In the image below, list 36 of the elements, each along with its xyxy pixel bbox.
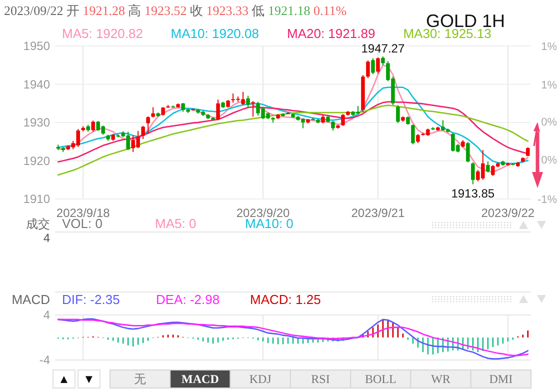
text: 2023/09/22 开 1921.28 高 1923.52 收 1923.33 低 1921.18 0.11% [4,3,347,18]
text: MA5: 1920.82 [62,26,143,41]
y-tick-label: 1930 [23,116,50,130]
y-tick-label: 4 [43,308,50,322]
text: ▼ [83,372,95,386]
y2-tick-label: 0% [541,154,558,167]
x-tick-label: 2023/9/22 [481,206,535,220]
text: WR [431,372,450,386]
text: MACD: 1.25 [250,292,321,307]
text: DMI [489,372,513,386]
y-tick-label: -4 [39,353,50,368]
y-tick-label: 1910 [23,192,50,206]
text: MA30: 1925.13 [403,26,492,41]
text: 无 [134,372,146,386]
chart-title: MACD [12,292,50,307]
y2-tick-label: 0% [541,116,558,129]
y2-tick-label: -1% [537,194,558,206]
annotation: 1913.85 [451,186,495,200]
series-label: DEA: -2.98 [156,292,220,307]
y2-tick-label: 1% [541,79,558,92]
text: RSI [311,372,330,386]
text: MA5: 0 [155,216,196,231]
y2-tick-label: 1% [541,40,558,53]
text: 成交 [26,217,50,231]
series-label: DIF: -2.35 [62,292,120,307]
text: MA20: 1921.89 [287,26,376,41]
y-tick-label: 1920 [23,154,50,168]
y-tick-label: 1950 [23,39,50,54]
x-tick-label: 2023/9/21 [351,206,405,220]
text: BOLL [364,372,396,386]
text: KDJ [249,372,272,386]
text: ▲ [58,372,70,386]
text: MA10: 1920.08 [170,26,259,41]
annotation: 1947.27 [361,41,405,56]
text: MACD [182,372,220,386]
y-tick-label: 1940 [23,77,50,92]
